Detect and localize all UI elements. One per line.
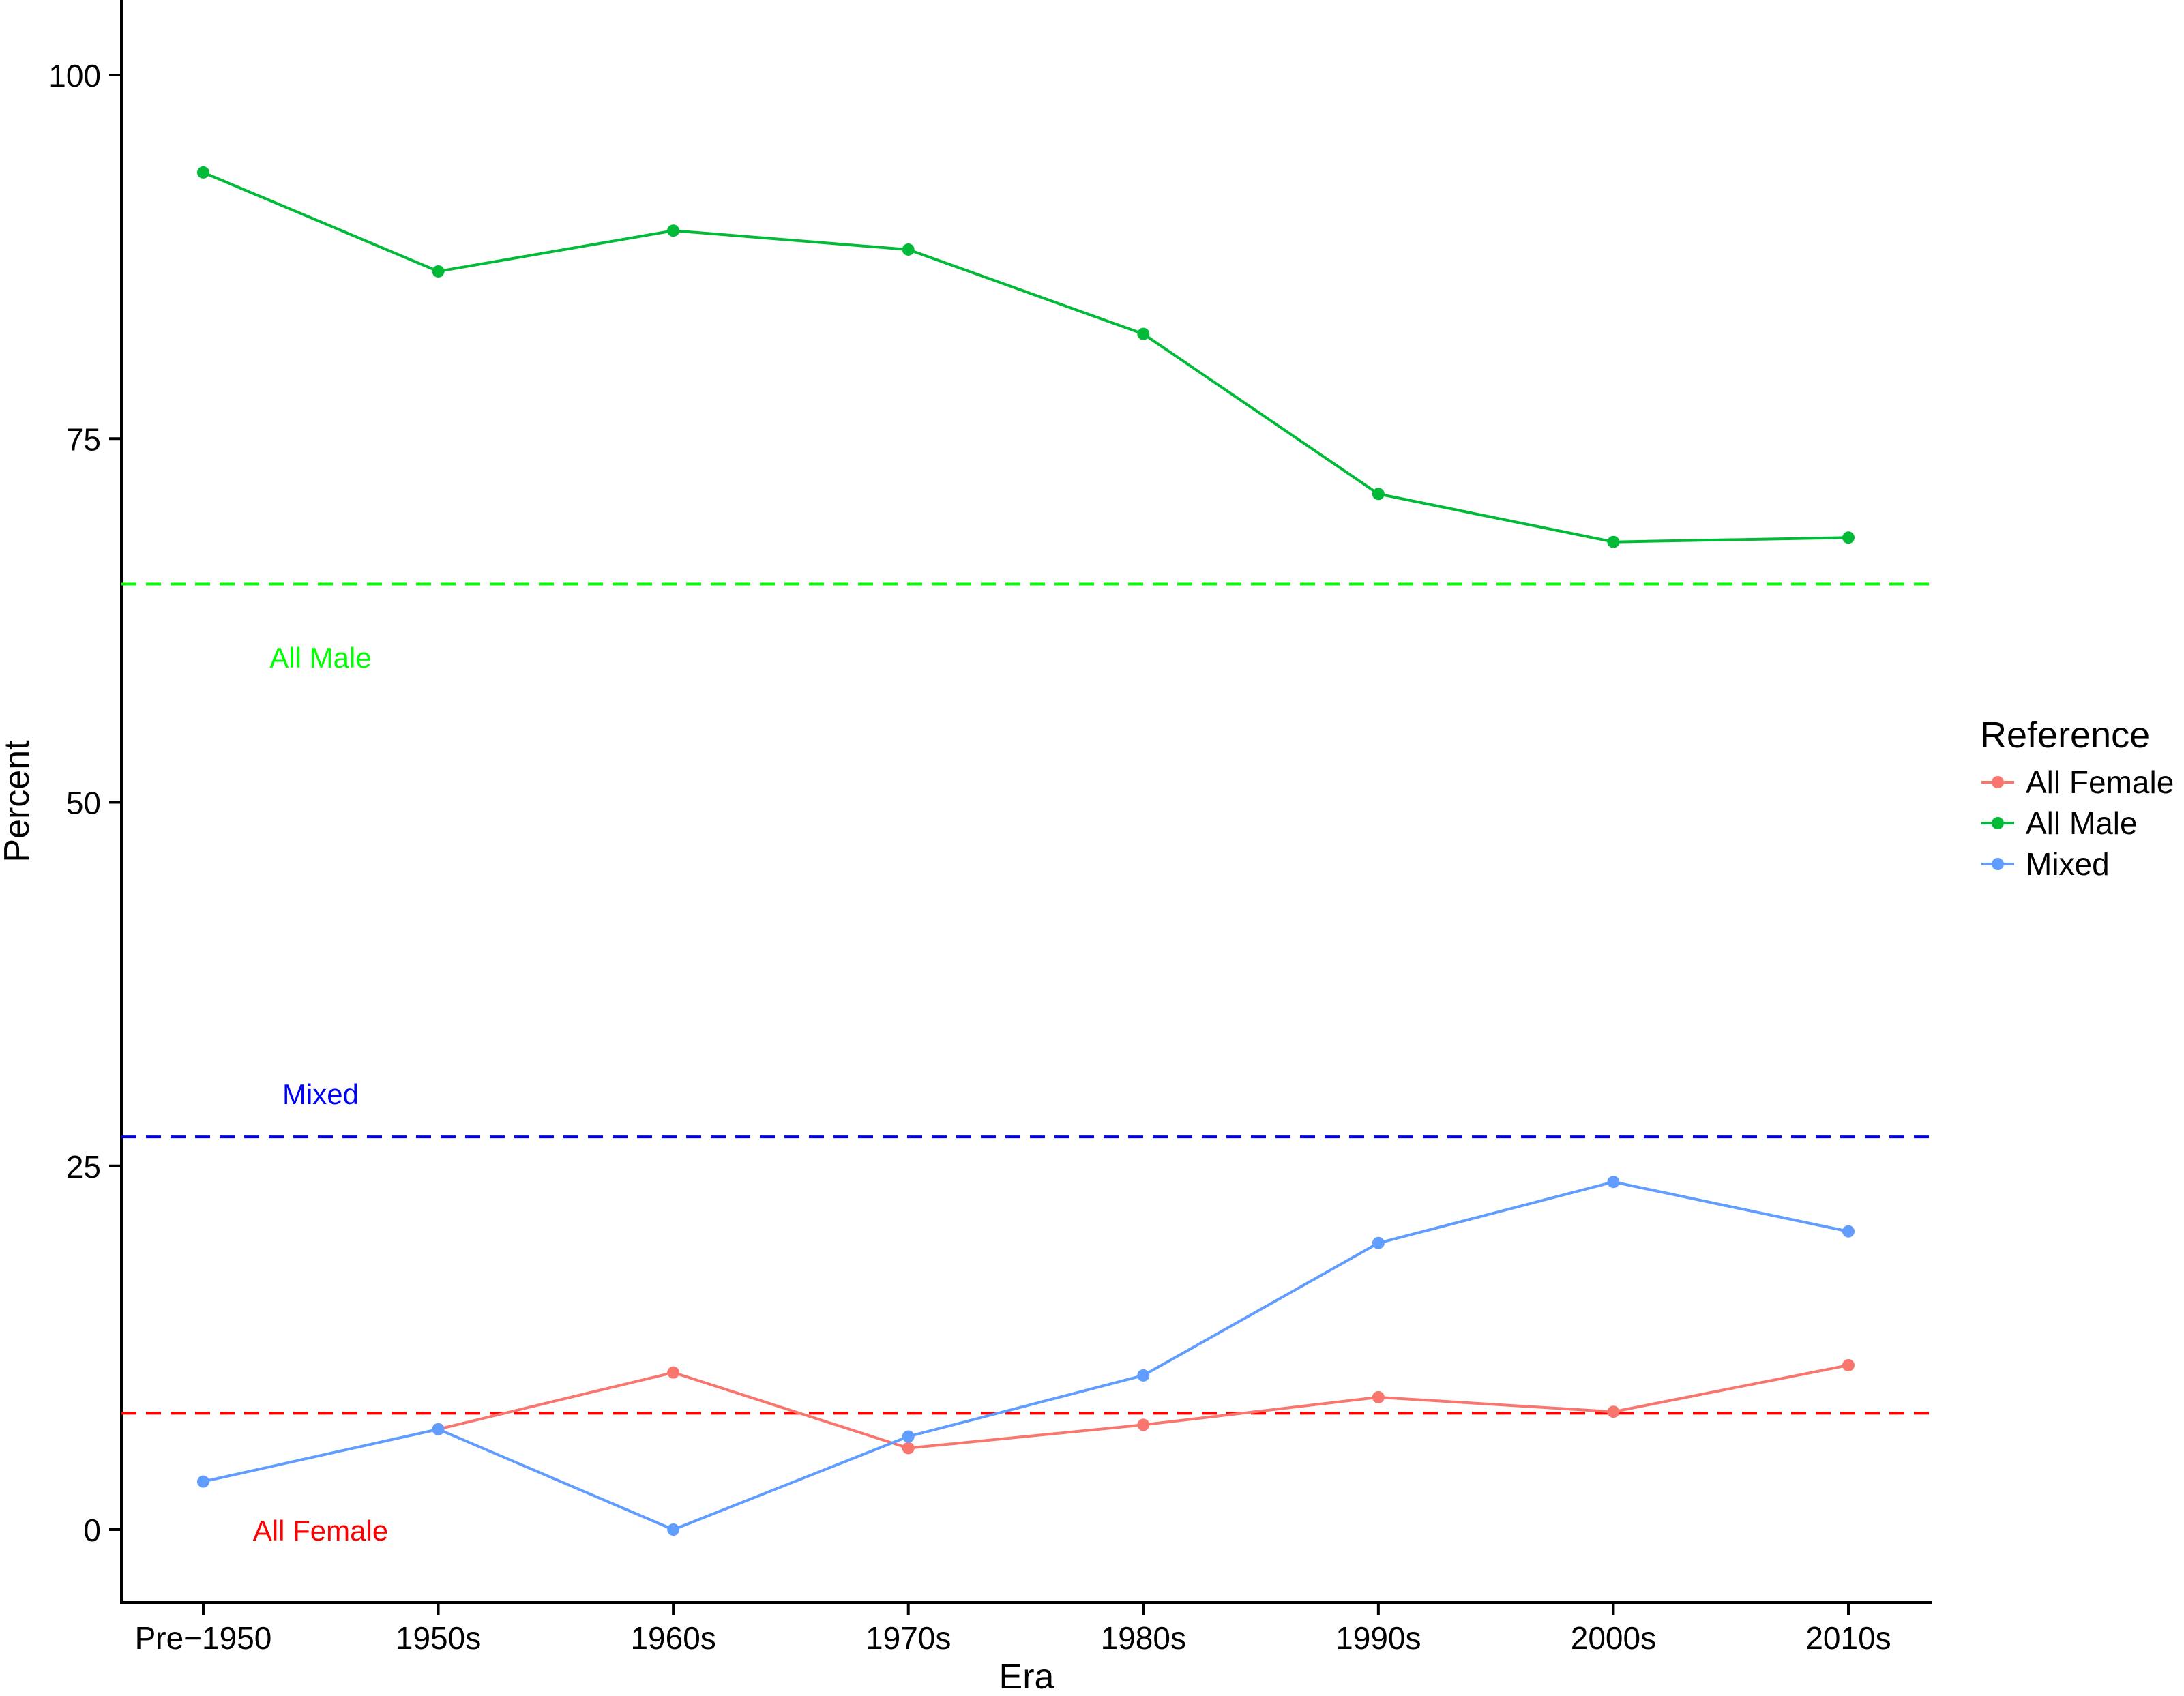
data-point [432, 265, 445, 278]
reference-label-all-female: All Female [253, 1515, 388, 1547]
legend-label: All Female [2026, 764, 2174, 800]
legend-item-all-female: All Female [1981, 764, 2174, 800]
data-point [1137, 1369, 1150, 1382]
data-point [1607, 1405, 1620, 1418]
y-tick-label: 50 [66, 786, 101, 821]
data-point [1137, 1418, 1150, 1431]
data-point [1607, 1176, 1620, 1189]
data-point [1372, 1390, 1385, 1403]
x-tick-label: 1960s [630, 1620, 715, 1656]
data-point [902, 243, 915, 256]
series-line-mixed [203, 1180, 1849, 1531]
legend-label: All Male [2026, 805, 2138, 841]
legend-item-all-male: All Male [1981, 805, 2138, 841]
y-tick-label: 25 [66, 1149, 101, 1185]
legend-label: Mixed [2026, 846, 2110, 882]
x-tick-label: 1980s [1101, 1620, 1186, 1656]
data-point [667, 1366, 680, 1379]
data-series [197, 166, 1855, 1536]
data-point [1842, 1225, 1855, 1238]
data-point [197, 166, 209, 179]
series-all-male [197, 166, 1855, 548]
data-point [902, 1442, 915, 1455]
data-point [1372, 488, 1385, 501]
reference-lines: All Male Mixed All Female [121, 582, 1932, 1547]
data-point [667, 224, 680, 237]
data-point [902, 1430, 915, 1443]
x-tick-label: 2000s [1571, 1620, 1656, 1656]
y-axis-title: Percent [0, 740, 37, 863]
data-point [197, 1475, 209, 1488]
series-line-all-male [203, 171, 1849, 544]
legend-key-point [1992, 776, 2004, 788]
x-tick-label: 1990s [1336, 1620, 1421, 1656]
data-point [1842, 531, 1855, 544]
legend-key-point [1992, 858, 2004, 870]
series-mixed [197, 1176, 1855, 1536]
x-axis-title: Era [999, 1657, 1054, 1693]
data-point [1372, 1236, 1385, 1249]
legend-items: All Female All Male Mixed [1981, 764, 2174, 882]
y-tick-label: 75 [66, 421, 101, 457]
x-tick-label: 2010s [1805, 1620, 1891, 1656]
y-tick-label: 100 [48, 58, 101, 93]
data-point [432, 1423, 445, 1435]
data-point [1137, 327, 1150, 340]
reference-label-mixed: Mixed [282, 1078, 359, 1110]
legend-item-mixed: Mixed [1981, 846, 2110, 882]
legend-key-point [1992, 817, 2004, 829]
legend-title: Reference [1980, 715, 2150, 756]
x-ticks: Pre−1950 1950s 1960s 1970s 1980s 1990s 2000s 20… [135, 1603, 1891, 1656]
x-tick-label: 1970s [866, 1620, 951, 1656]
x-tick-label: 1950s [396, 1620, 481, 1656]
data-point [667, 1523, 680, 1536]
legend: Reference All Female All Male Mixed [1980, 715, 2174, 882]
reference-label-all-male: All Male [269, 642, 371, 674]
axes: 0 25 50 75 100 Pre−1950 1950s 1960s 1970s 1980s 1… [0, 0, 1932, 1696]
x-tick-label: Pre−1950 [135, 1620, 272, 1656]
y-ticks: 0 25 50 75 100 [48, 58, 121, 1548]
data-point [1607, 535, 1620, 548]
data-point [1842, 1358, 1855, 1371]
y-tick-label: 0 [83, 1513, 101, 1548]
series-all-female [432, 1358, 1855, 1455]
